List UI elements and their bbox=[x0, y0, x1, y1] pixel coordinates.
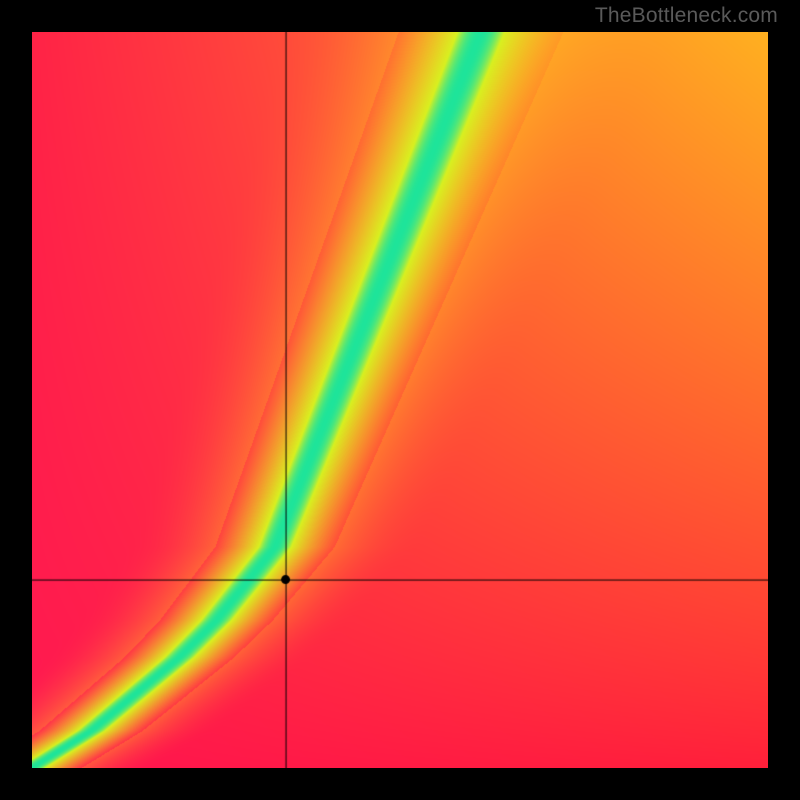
heatmap-plot bbox=[32, 32, 768, 768]
heatmap-canvas bbox=[32, 32, 768, 768]
watermark-text: TheBottleneck.com bbox=[595, 4, 778, 28]
